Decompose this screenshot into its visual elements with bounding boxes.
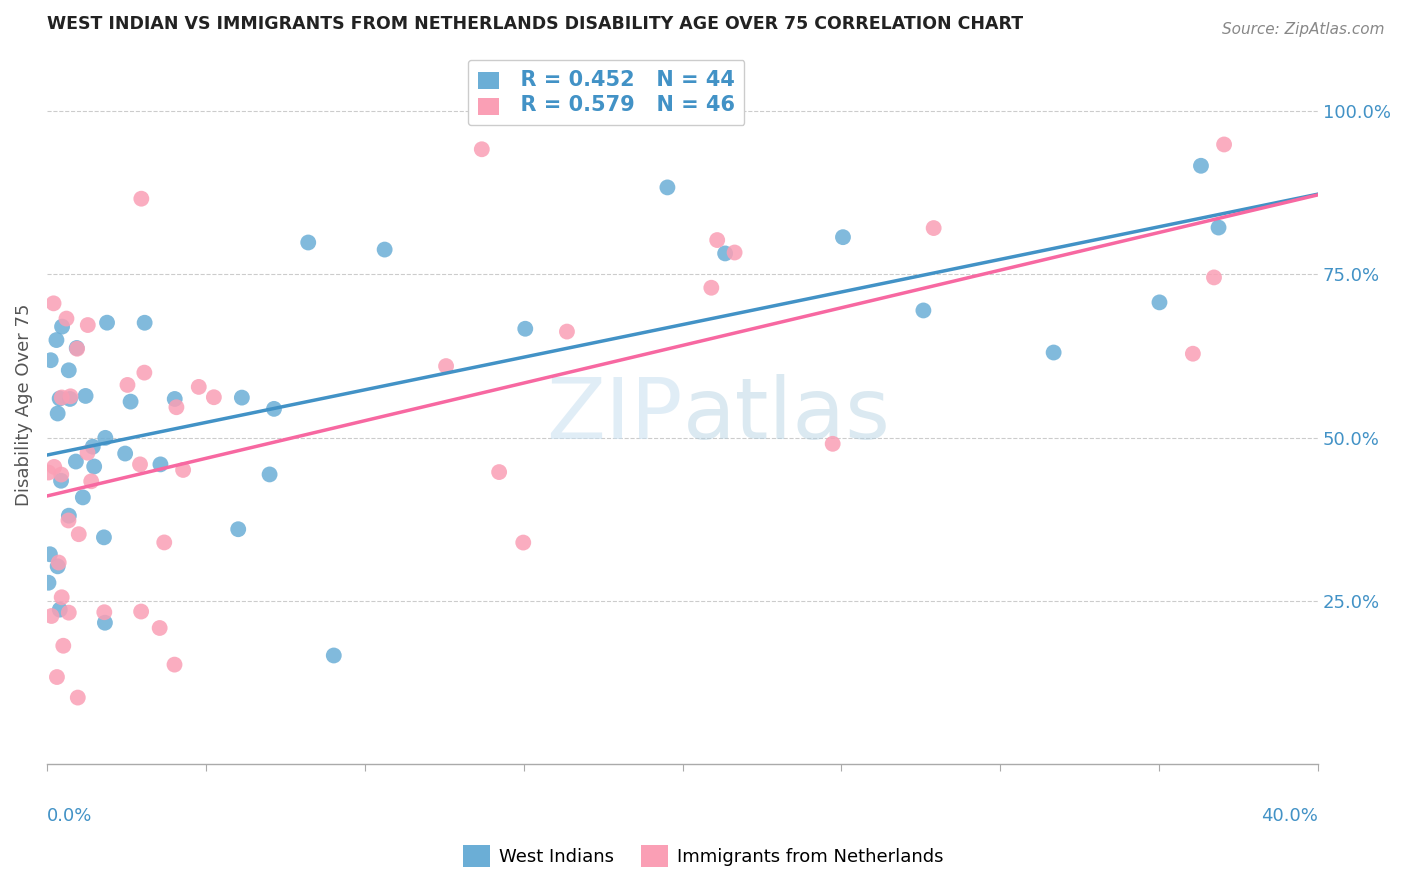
Point — [37, 466, 59, 480]
Point — [59, 389, 82, 403]
Point — [82, 440, 104, 454]
Point — [75, 389, 97, 403]
Point — [117, 378, 139, 392]
Point — [922, 221, 945, 235]
Point — [163, 657, 186, 672]
Point — [38, 547, 60, 561]
Point — [120, 394, 142, 409]
Text: Source: ZipAtlas.com: Source: ZipAtlas.com — [1222, 22, 1385, 37]
Point — [912, 303, 935, 318]
Point — [76, 446, 98, 460]
Point — [66, 341, 89, 355]
Legend: West Indians, Immigrants from Netherlands: West Indians, Immigrants from Netherland… — [456, 838, 950, 874]
Text: 0.0%: 0.0% — [46, 807, 93, 825]
Point — [66, 342, 89, 356]
Point — [263, 401, 285, 416]
Point — [1208, 220, 1230, 235]
Point — [226, 522, 249, 536]
Point — [42, 296, 65, 310]
Point — [46, 670, 69, 684]
Point — [172, 463, 194, 477]
Point — [49, 474, 72, 488]
Point — [202, 390, 225, 404]
Point — [51, 319, 73, 334]
Point — [723, 245, 745, 260]
Text: 40.0%: 40.0% — [1261, 807, 1319, 825]
Y-axis label: Disability Age Over 75: Disability Age Over 75 — [15, 303, 32, 507]
Point — [471, 142, 494, 156]
Point — [231, 391, 253, 405]
Legend:   R = 0.452   N = 44,   R = 0.579   N = 46: R = 0.452 N = 44, R = 0.579 N = 46 — [468, 60, 744, 125]
Point — [93, 605, 115, 619]
Point — [1149, 295, 1171, 310]
Text: WEST INDIAN VS IMMIGRANTS FROM NETHERLANDS DISABILITY AGE OVER 75 CORRELATION CH: WEST INDIAN VS IMMIGRANTS FROM NETHERLAN… — [46, 15, 1024, 33]
Point — [93, 530, 115, 544]
Point — [1202, 270, 1225, 285]
Point — [488, 465, 510, 479]
Point — [153, 535, 176, 549]
Text: ZIP: ZIP — [546, 375, 682, 458]
Point — [129, 458, 152, 472]
Point — [134, 316, 156, 330]
Point — [51, 467, 73, 482]
Point — [297, 235, 319, 250]
Point — [67, 527, 90, 541]
Point — [163, 392, 186, 406]
Point — [149, 458, 172, 472]
Point — [374, 243, 396, 257]
Point — [46, 407, 69, 421]
Point — [259, 467, 281, 482]
Point — [129, 605, 152, 619]
Point — [700, 281, 723, 295]
Point — [55, 311, 77, 326]
Point — [657, 180, 679, 194]
Point — [149, 621, 172, 635]
Point — [46, 559, 69, 574]
Point — [58, 363, 80, 377]
Point — [41, 609, 63, 624]
Point — [58, 513, 80, 527]
Point — [49, 602, 72, 616]
Point — [1042, 345, 1064, 359]
Point — [1213, 137, 1236, 152]
Point — [706, 233, 728, 247]
Point — [48, 392, 70, 406]
Point — [94, 615, 117, 630]
Point — [832, 230, 855, 244]
Point — [72, 491, 94, 505]
Point — [83, 459, 105, 474]
Point — [51, 391, 73, 405]
Point — [96, 316, 118, 330]
Point — [66, 690, 89, 705]
Point — [37, 575, 59, 590]
Point — [515, 322, 537, 336]
Point — [134, 366, 156, 380]
Point — [821, 437, 844, 451]
Point — [48, 556, 70, 570]
Point — [94, 431, 117, 445]
Point — [80, 475, 103, 489]
Point — [434, 359, 457, 373]
Point — [58, 606, 80, 620]
Point — [322, 648, 344, 663]
Point — [39, 353, 62, 368]
Text: atlas: atlas — [682, 375, 890, 458]
Point — [512, 535, 534, 549]
Point — [131, 192, 153, 206]
Point — [65, 454, 87, 468]
Point — [165, 401, 187, 415]
Point — [76, 318, 98, 332]
Point — [114, 446, 136, 460]
Point — [58, 508, 80, 523]
Point — [44, 459, 66, 474]
Point — [714, 246, 737, 260]
Point — [45, 333, 67, 347]
Point — [52, 639, 75, 653]
Point — [187, 380, 209, 394]
Point — [59, 392, 82, 406]
Point — [1181, 347, 1204, 361]
Point — [1189, 159, 1212, 173]
Point — [555, 325, 578, 339]
Point — [51, 591, 73, 605]
